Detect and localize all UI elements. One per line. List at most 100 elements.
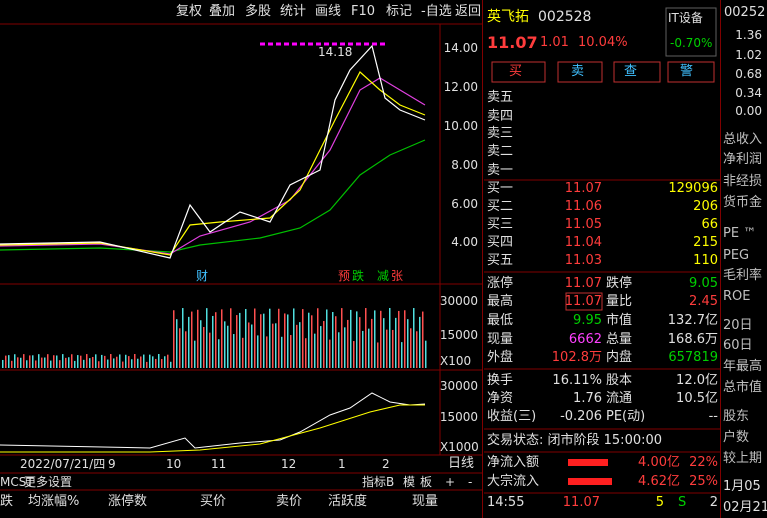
volume-bar [113,358,115,368]
toolbar-button[interactable]: 画线 [315,4,342,19]
volume-bar [101,354,103,368]
event-marker: 跌 [352,269,365,283]
volume-bar [383,318,385,368]
bottom-tab[interactable]: + [445,475,456,489]
dividers [0,0,721,518]
bottom-tab[interactable]: MCST [0,475,34,489]
volume-bar [119,354,121,368]
toolbar-button[interactable]: -自选 [421,4,452,19]
volume-bar [410,328,412,368]
volume-bar [305,338,307,368]
toolbar-button[interactable]: F10 [351,4,376,19]
price-tick-label: 6.00 [451,197,478,211]
flow-amount: 4.00亿 [638,455,680,470]
stat-value: -0.206 [560,409,602,424]
order-button[interactable]: 警 [680,64,694,79]
flow-pct: 25% [689,474,718,489]
month-label: 9 [108,457,116,471]
volume-bar [419,316,421,368]
tick-time: 14:55 [487,495,525,510]
flow-bar [568,459,608,466]
volume-bar [326,309,328,368]
toolbar-button[interactable]: 返回 [455,4,482,19]
order-button[interactable]: 卖 [571,64,585,79]
volume-bar [122,361,124,368]
stat-label: 现量 [487,332,514,347]
volume-bar [275,323,277,368]
ma-line [0,139,426,253]
month-label: 11 [211,457,227,471]
cursor-date: 2022/07/21/四 [20,457,106,471]
bottom-tab[interactable]: 模 [403,475,416,489]
stock-code: 002528 [538,9,592,25]
volume-bar [182,308,184,368]
bottom-tab[interactable]: 板 [420,475,433,489]
sector-name: IT设备 [668,11,703,25]
bottom-tab[interactable]: 设置 [48,475,73,489]
price-line [0,44,426,259]
stat-label: 内盘 [606,350,633,365]
volume-bar [179,328,181,368]
volume-bar [404,310,406,368]
volume-bar [140,356,142,368]
volume-bar [164,356,166,368]
stat-label: 最低 [487,313,514,328]
volume-bar [200,320,202,368]
volume-bar [197,309,199,368]
volume-bar [65,357,67,368]
side-label: 非经损 [723,174,763,189]
side-label: 总收入 [723,132,763,147]
volume-bar [236,315,238,368]
stat-label: 涨停 [487,276,514,291]
price-tick-label: 12.00 [443,80,478,94]
volume-bar [152,356,154,368]
order-button[interactable]: 查 [624,64,638,79]
side-label: 较上期 [723,451,763,466]
bottom-tab[interactable]: - [468,475,473,489]
volume-bar [32,355,34,368]
volume-bar [272,323,274,368]
volume-bar [251,324,253,368]
tick-price: 11.07 [562,495,600,510]
month-label: 12 [281,457,297,471]
volume-bar [23,354,25,368]
stat-value: 657819 [668,350,718,365]
volume-bar [302,309,304,368]
volume-bar [269,308,271,368]
order-button[interactable]: 买 [509,64,523,79]
stat-value: 102.8万 [551,350,602,365]
side-tick: 0.68 [735,67,762,81]
volume-bar [416,331,418,368]
stat-value: 9.95 [573,313,602,328]
bottom-tab[interactable]: 指标B [362,475,395,489]
volume-bars [2,308,427,368]
price-tick-label: 10.00 [443,119,478,133]
volume-bar [149,354,151,368]
event-marker: 减 [377,269,390,283]
stat-label: 外盘 [487,350,514,365]
high-label: 14.18 [318,45,353,59]
volume-bar [50,360,52,368]
stat-value: 2.45 [689,294,718,309]
stat-label: 股本 [606,373,633,388]
order-buttons[interactable] [491,7,717,311]
volume-bar [284,313,286,368]
stat-value: 10.5亿 [676,391,718,406]
side-label: 货币金 [723,195,763,210]
change: 1.01 [540,35,569,50]
toolbar-button[interactable]: 复权 [176,4,203,19]
side-label: 户数 [723,430,750,445]
volume-bar [311,315,313,368]
toolbar-button[interactable]: 多股 [245,4,272,19]
stat-value: 168.6万 [667,332,718,347]
volume-bar [308,312,310,368]
column-header: 活跃度 [328,494,368,509]
bid-price: 11.04 [564,235,602,250]
toolbar-button[interactable]: 标记 [386,4,413,19]
toolbar-button[interactable]: 统计 [280,4,307,19]
bid-price: 11.03 [564,253,602,268]
toolbar-button[interactable]: 叠加 [209,4,236,19]
column-header: 均涨幅% [28,494,80,509]
price-tick-label: 8.00 [451,158,478,172]
bottom-tab[interactable]: 更多 [24,475,49,489]
